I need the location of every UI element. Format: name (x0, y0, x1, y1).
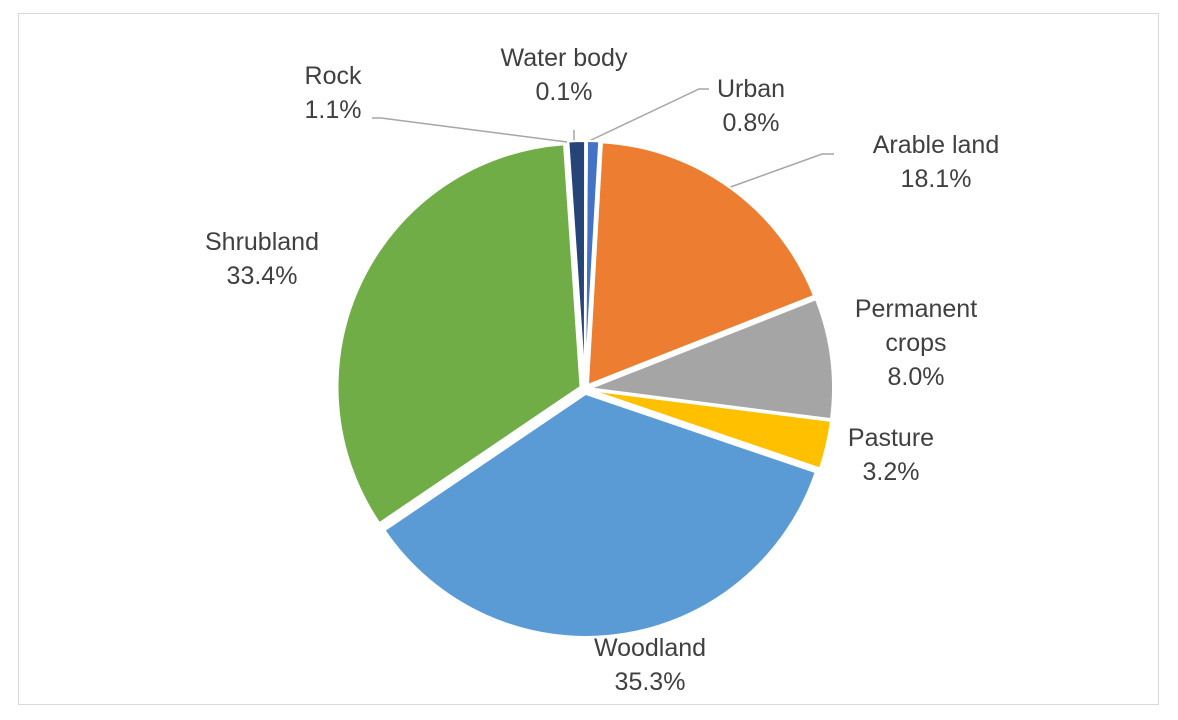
leader-lines (372, 88, 834, 190)
pie-slice-water-body (584, 139, 588, 385)
leader-line-urban (586, 88, 709, 143)
pie-slice-pasture (589, 389, 833, 470)
chart-frame: Urban 0.8% Arable land 18.1% Permanent crops 8… (18, 13, 1159, 705)
data-label-rock: Rock 1.1% (305, 62, 362, 124)
data-labels: Urban 0.8% Arable land 18.1% Permanent crops 8… (205, 44, 999, 696)
pie-slice-shrubland (336, 143, 582, 525)
data-label-woodland: Woodland 35.3% (594, 634, 706, 696)
pie-slices (336, 139, 834, 638)
data-label-urban: Urban 0.8% (717, 75, 785, 137)
data-label-permanent-crops: Permanent crops 8.0% (855, 295, 977, 391)
data-label-pasture: Pasture 3.2% (848, 424, 934, 486)
data-label-arable-land: Arable land 18.1% (873, 131, 999, 193)
data-label-water-body: Water body 0.1% (501, 44, 628, 106)
leader-line-rock (372, 117, 568, 143)
data-label-shrubland: Shrubland 33.4% (205, 228, 319, 290)
pie-chart: Urban 0.8% Arable land 18.1% Permanent crops 8… (205, 44, 999, 696)
leader-line-arable-land (724, 153, 834, 190)
pie-slice-arable-land (586, 141, 816, 387)
pie-slice-permanent-crops (589, 297, 834, 421)
pie-slice-woodland (383, 392, 817, 638)
